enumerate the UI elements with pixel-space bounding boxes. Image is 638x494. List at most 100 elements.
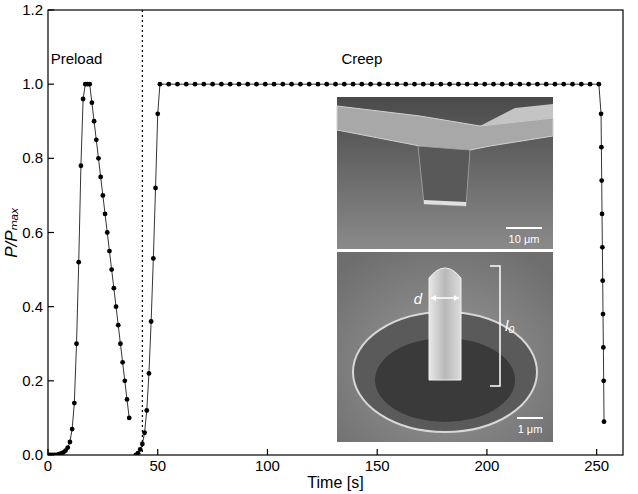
- data-point: [79, 163, 84, 168]
- data-point: [107, 249, 112, 254]
- data-point: [601, 345, 606, 350]
- data-point: [544, 82, 549, 87]
- data-point: [98, 174, 103, 179]
- x-tick-label: 150: [365, 457, 390, 474]
- data-point: [122, 378, 127, 383]
- x-tick-label: 250: [584, 457, 609, 474]
- x-axis-title: Time [s]: [307, 474, 363, 491]
- data-point: [342, 82, 347, 87]
- inset-top: 10 μm: [337, 97, 553, 249]
- data-point: [118, 341, 123, 346]
- data-point: [500, 82, 505, 87]
- data-point: [138, 447, 143, 452]
- scale-bar-label: 10 μm: [509, 233, 540, 245]
- data-point: [149, 319, 154, 324]
- y-tick-label: 0.2: [22, 372, 43, 389]
- y-tick-label: 0.8: [22, 149, 43, 166]
- data-point: [219, 82, 224, 87]
- data-point: [561, 82, 566, 87]
- data-point: [109, 267, 114, 272]
- inset-label: d: [414, 290, 423, 307]
- series-line: [48, 84, 129, 455]
- data-point: [245, 82, 250, 87]
- data-point: [142, 430, 147, 435]
- data-point: [89, 100, 94, 105]
- data-point: [94, 137, 99, 142]
- x-tick: [596, 449, 597, 455]
- inset-pillar: [418, 146, 470, 206]
- x-tick: [377, 449, 378, 455]
- data-point: [263, 82, 268, 87]
- data-point: [526, 82, 531, 87]
- y-tick: [48, 306, 54, 307]
- data-point: [125, 397, 130, 402]
- series-line: [136, 84, 604, 455]
- data-point: [147, 371, 152, 376]
- data-point: [127, 416, 132, 421]
- inset-cantilever: [480, 104, 553, 126]
- data-point: [482, 82, 487, 87]
- data-point: [289, 82, 294, 87]
- divider-line: [142, 10, 143, 455]
- data-point: [114, 304, 119, 309]
- data-point: [600, 212, 605, 217]
- data-point: [81, 97, 86, 102]
- data-point: [588, 82, 593, 87]
- data-point: [351, 82, 356, 87]
- y-tick-label: 0.6: [22, 224, 43, 241]
- data-point: [412, 82, 417, 87]
- data-point: [359, 82, 364, 87]
- data-point: [447, 82, 452, 87]
- y-axis-title: P/Pₘₐₓ: [2, 207, 21, 258]
- data-point: [201, 82, 206, 87]
- annotation: Preload: [51, 50, 103, 67]
- data-point: [601, 378, 606, 383]
- data-point: [535, 82, 540, 87]
- x-tick-label: 200: [474, 457, 499, 474]
- scale-bar: [517, 417, 543, 419]
- data-point: [403, 82, 408, 87]
- data-point: [116, 323, 121, 328]
- data-point: [92, 119, 97, 124]
- x-tick: [157, 449, 158, 455]
- data-point: [553, 82, 558, 87]
- y-tick: [48, 158, 54, 159]
- y-tick-label: 0.0: [22, 446, 43, 463]
- data-point: [430, 82, 435, 87]
- data-point: [465, 82, 470, 87]
- chart: 0501001502002500.00.20.40.60.81.01.2Time…: [0, 0, 638, 494]
- data-point: [395, 82, 400, 87]
- data-point: [307, 82, 312, 87]
- y-tick-label: 1.2: [22, 1, 43, 18]
- data-point: [386, 82, 391, 87]
- data-point: [74, 341, 79, 346]
- x-tick: [486, 449, 487, 455]
- inset-bottom: dl₀1 μm: [337, 252, 553, 442]
- inset-image: [337, 252, 553, 442]
- data-point: [68, 440, 73, 445]
- data-point: [153, 186, 158, 191]
- data-point: [87, 82, 92, 87]
- inset-pillar-edge: [424, 200, 466, 206]
- plot-frame: [48, 10, 623, 455]
- y-tick-label: 1.0: [22, 75, 43, 92]
- data-point: [100, 193, 105, 198]
- data-point: [103, 212, 108, 217]
- data-point: [151, 256, 156, 261]
- data-point: [144, 408, 149, 413]
- inset-label: l₀: [505, 317, 515, 334]
- data-point: [105, 230, 110, 235]
- data-point: [570, 82, 575, 87]
- data-point: [438, 82, 443, 87]
- data-point: [155, 111, 160, 116]
- inset-pillar: [429, 268, 461, 380]
- data-point: [158, 82, 163, 87]
- scale-bar: [506, 227, 542, 229]
- data-point: [456, 82, 461, 87]
- data-point: [599, 178, 604, 183]
- data-point: [599, 111, 604, 116]
- data-point: [600, 278, 605, 283]
- data-point: [228, 82, 233, 87]
- y-tick: [48, 380, 54, 381]
- annotation: Creep: [341, 50, 382, 67]
